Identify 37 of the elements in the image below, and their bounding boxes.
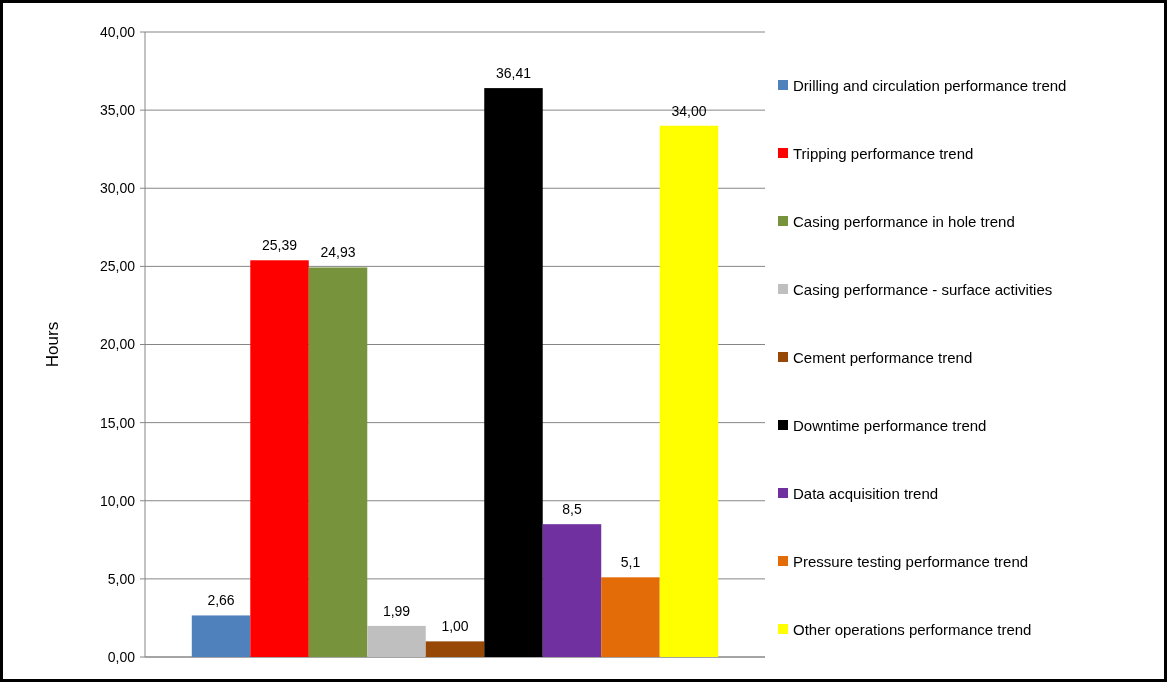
data-label: 24,93 <box>320 244 356 261</box>
legend-label: Pressure testing performance trend <box>793 553 1029 571</box>
legend-label: Casing performance in hole trend <box>793 213 1015 231</box>
bar <box>250 260 309 657</box>
legend-label: Drilling and circulation performance trend <box>793 77 1067 95</box>
bar <box>601 577 660 657</box>
bar <box>484 88 543 657</box>
y-tick-label: 15,00 <box>99 414 136 431</box>
y-tick-label: 30,00 <box>99 180 136 197</box>
bar <box>191 615 251 657</box>
y-tick-label: 0,00 <box>107 648 136 665</box>
data-label: 25,39 <box>262 237 298 254</box>
bar <box>542 524 602 657</box>
legend-label: Cement performance trend <box>793 349 973 367</box>
legend-label: Other operations performance trend <box>793 621 1032 639</box>
data-label: 34,00 <box>671 102 707 119</box>
legend-label: Casing performance - surface activities <box>793 281 1053 299</box>
y-tick-label: 10,00 <box>99 492 136 509</box>
bar <box>367 625 426 657</box>
y-tick-label: 25,00 <box>99 258 136 275</box>
data-label: 1,00 <box>441 618 469 635</box>
bar <box>659 125 719 657</box>
y-tick-label: 20,00 <box>99 336 136 353</box>
data-label: 5,1 <box>620 554 641 571</box>
y-tick-label: 40,00 <box>99 23 136 40</box>
legend-label: Downtime performance trend <box>793 417 987 435</box>
y-tick-label: 35,00 <box>99 102 136 119</box>
legend-label: Tripping performance trend <box>793 145 974 163</box>
bar <box>308 267 368 657</box>
bar <box>425 641 485 657</box>
data-label: 2,66 <box>207 592 235 609</box>
y-axis-title: Hours <box>43 321 62 368</box>
data-label: 36,41 <box>495 65 532 82</box>
legend-label: Data acquisition trend <box>793 485 939 503</box>
data-label: 1,99 <box>382 602 411 619</box>
data-label: 8,5 <box>562 501 582 518</box>
y-tick-label: 5,00 <box>107 570 136 587</box>
